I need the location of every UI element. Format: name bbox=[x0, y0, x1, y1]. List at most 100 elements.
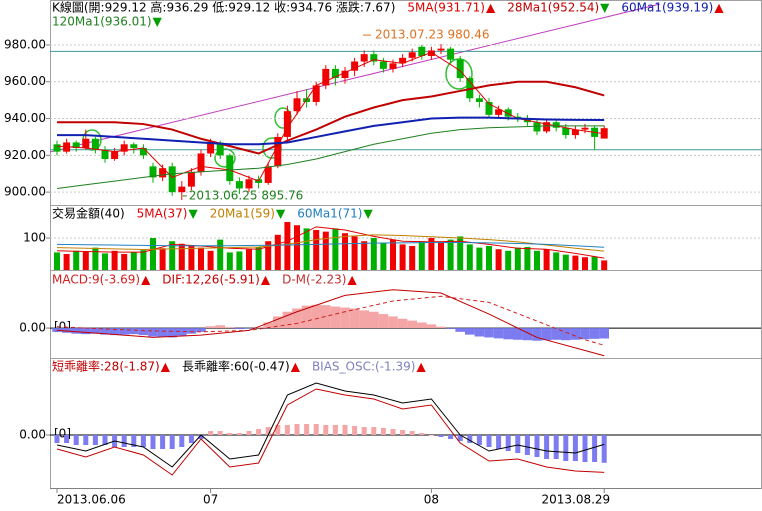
bar bbox=[486, 435, 492, 447]
bar bbox=[371, 427, 377, 435]
candle-body bbox=[245, 179, 253, 189]
candle-body bbox=[101, 149, 109, 160]
candle-body bbox=[274, 136, 282, 167]
candle-body bbox=[571, 129, 579, 136]
candle-body bbox=[168, 166, 176, 193]
bar bbox=[342, 425, 348, 435]
bar bbox=[109, 328, 120, 336]
bar bbox=[321, 305, 331, 329]
bar bbox=[544, 435, 550, 459]
candle-body bbox=[341, 70, 349, 79]
line-series bbox=[56, 382, 605, 468]
bar bbox=[71, 328, 81, 334]
bar bbox=[388, 316, 398, 329]
candle-body bbox=[331, 68, 339, 79]
candle-body bbox=[447, 48, 455, 60]
bar bbox=[541, 328, 552, 341]
bar bbox=[562, 254, 569, 270]
candle-body bbox=[235, 181, 243, 189]
bar bbox=[390, 239, 396, 270]
bar bbox=[553, 435, 559, 459]
candle-body bbox=[322, 68, 330, 86]
bar bbox=[428, 238, 435, 270]
candle-body bbox=[159, 168, 167, 178]
bar bbox=[236, 433, 242, 435]
bar bbox=[380, 242, 387, 270]
bar bbox=[369, 311, 379, 329]
bar bbox=[591, 256, 598, 270]
bar bbox=[323, 425, 329, 435]
legend-label: 5MA(931.71) bbox=[407, 1, 485, 15]
candle-body bbox=[543, 122, 551, 132]
bar bbox=[265, 427, 271, 435]
bar bbox=[361, 241, 368, 270]
legend-label: 28Ma1(952.54) bbox=[507, 1, 599, 15]
bar bbox=[217, 431, 223, 435]
bar bbox=[188, 246, 195, 270]
bar bbox=[111, 250, 118, 270]
bar bbox=[407, 320, 417, 329]
bar bbox=[234, 328, 245, 330]
candle-body bbox=[72, 142, 80, 148]
legend-label: 長乖離率:60(-0.47) bbox=[182, 359, 290, 374]
candle-body bbox=[581, 127, 589, 130]
legend-label: MACD:9(-3.69) bbox=[52, 273, 140, 287]
bar bbox=[582, 435, 588, 462]
y-tick-label: 980.00 bbox=[4, 37, 46, 51]
bar bbox=[465, 328, 475, 335]
bar bbox=[476, 435, 482, 445]
candle-body bbox=[312, 85, 320, 102]
legend-arrow: ▲ bbox=[291, 360, 301, 374]
bar bbox=[188, 435, 194, 443]
bar bbox=[256, 429, 262, 435]
candle-body bbox=[82, 138, 90, 148]
bar bbox=[159, 248, 166, 270]
x-tick-label: 08 bbox=[424, 493, 439, 507]
bar bbox=[208, 431, 214, 435]
bar bbox=[246, 249, 252, 270]
line-series bbox=[57, 80, 605, 155]
bar bbox=[496, 435, 502, 449]
bar bbox=[445, 328, 456, 330]
bar bbox=[513, 328, 523, 340]
bar bbox=[534, 435, 540, 457]
legend-label: 60Ma1(71) bbox=[297, 207, 362, 221]
bar bbox=[534, 250, 540, 270]
bar bbox=[448, 435, 454, 439]
candle-body bbox=[485, 101, 493, 115]
bar bbox=[92, 247, 99, 270]
bar bbox=[551, 328, 561, 340]
bar bbox=[301, 305, 312, 329]
candle-body bbox=[495, 109, 503, 115]
bar bbox=[361, 427, 367, 435]
bar bbox=[580, 328, 590, 340]
candle-body bbox=[552, 122, 560, 128]
bar bbox=[417, 322, 427, 329]
bar bbox=[592, 435, 598, 462]
bar bbox=[563, 435, 569, 461]
legend-label: 短乖離率:28(-1.87) bbox=[52, 359, 160, 374]
bar bbox=[179, 435, 185, 447]
bar bbox=[599, 328, 609, 339]
bar bbox=[428, 435, 434, 436]
candle-body bbox=[207, 142, 215, 154]
bar bbox=[284, 425, 290, 435]
bar bbox=[457, 435, 463, 441]
annotation: 2013.06.25 895.76 bbox=[189, 188, 304, 202]
bar bbox=[313, 424, 319, 435]
bar bbox=[196, 328, 206, 332]
legend-label: K線圖(開:929.12 高:936.29 低:929.12 收:934.76 … bbox=[52, 0, 395, 15]
bar bbox=[514, 247, 521, 270]
bar bbox=[255, 246, 262, 270]
bar bbox=[582, 257, 588, 270]
bar bbox=[601, 260, 608, 270]
bar bbox=[409, 431, 415, 435]
candle-body bbox=[360, 54, 368, 62]
candle-body bbox=[111, 151, 119, 160]
legend-label: 60Ma1(939.19) bbox=[621, 1, 713, 15]
bar bbox=[438, 242, 444, 270]
line-series bbox=[57, 116, 605, 146]
bar bbox=[330, 306, 341, 329]
bar bbox=[466, 244, 473, 270]
